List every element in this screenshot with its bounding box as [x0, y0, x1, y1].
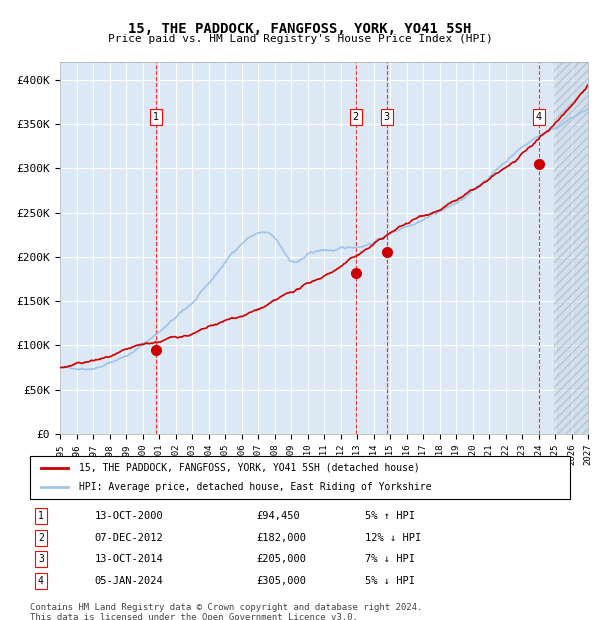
- Text: 3: 3: [38, 554, 44, 564]
- Text: 2: 2: [353, 112, 359, 122]
- Text: 3: 3: [383, 112, 389, 122]
- Text: 12% ↓ HPI: 12% ↓ HPI: [365, 533, 421, 542]
- Text: 05-JAN-2024: 05-JAN-2024: [95, 576, 164, 586]
- Text: Contains HM Land Registry data © Crown copyright and database right 2024.: Contains HM Land Registry data © Crown c…: [30, 603, 422, 612]
- FancyBboxPatch shape: [30, 456, 570, 499]
- Text: 2: 2: [38, 533, 44, 542]
- Text: 5% ↑ HPI: 5% ↑ HPI: [365, 511, 415, 521]
- Text: 15, THE PADDOCK, FANGFOSS, YORK, YO41 5SH: 15, THE PADDOCK, FANGFOSS, YORK, YO41 5S…: [128, 22, 472, 36]
- Text: 7% ↓ HPI: 7% ↓ HPI: [365, 554, 415, 564]
- Text: 1: 1: [152, 112, 158, 122]
- Text: £205,000: £205,000: [257, 554, 307, 564]
- Text: 13-OCT-2000: 13-OCT-2000: [95, 511, 164, 521]
- Text: 13-OCT-2014: 13-OCT-2014: [95, 554, 164, 564]
- Text: 4: 4: [536, 112, 542, 122]
- Text: 1: 1: [38, 511, 44, 521]
- Text: 4: 4: [38, 576, 44, 586]
- Text: £182,000: £182,000: [257, 533, 307, 542]
- Text: £94,450: £94,450: [257, 511, 301, 521]
- Text: 5% ↓ HPI: 5% ↓ HPI: [365, 576, 415, 586]
- Text: £305,000: £305,000: [257, 576, 307, 586]
- Text: 15, THE PADDOCK, FANGFOSS, YORK, YO41 5SH (detached house): 15, THE PADDOCK, FANGFOSS, YORK, YO41 5S…: [79, 463, 419, 473]
- Text: HPI: Average price, detached house, East Riding of Yorkshire: HPI: Average price, detached house, East…: [79, 482, 431, 492]
- Text: 07-DEC-2012: 07-DEC-2012: [95, 533, 164, 542]
- Text: Price paid vs. HM Land Registry's House Price Index (HPI): Price paid vs. HM Land Registry's House …: [107, 34, 493, 44]
- Text: This data is licensed under the Open Government Licence v3.0.: This data is licensed under the Open Gov…: [30, 613, 358, 620]
